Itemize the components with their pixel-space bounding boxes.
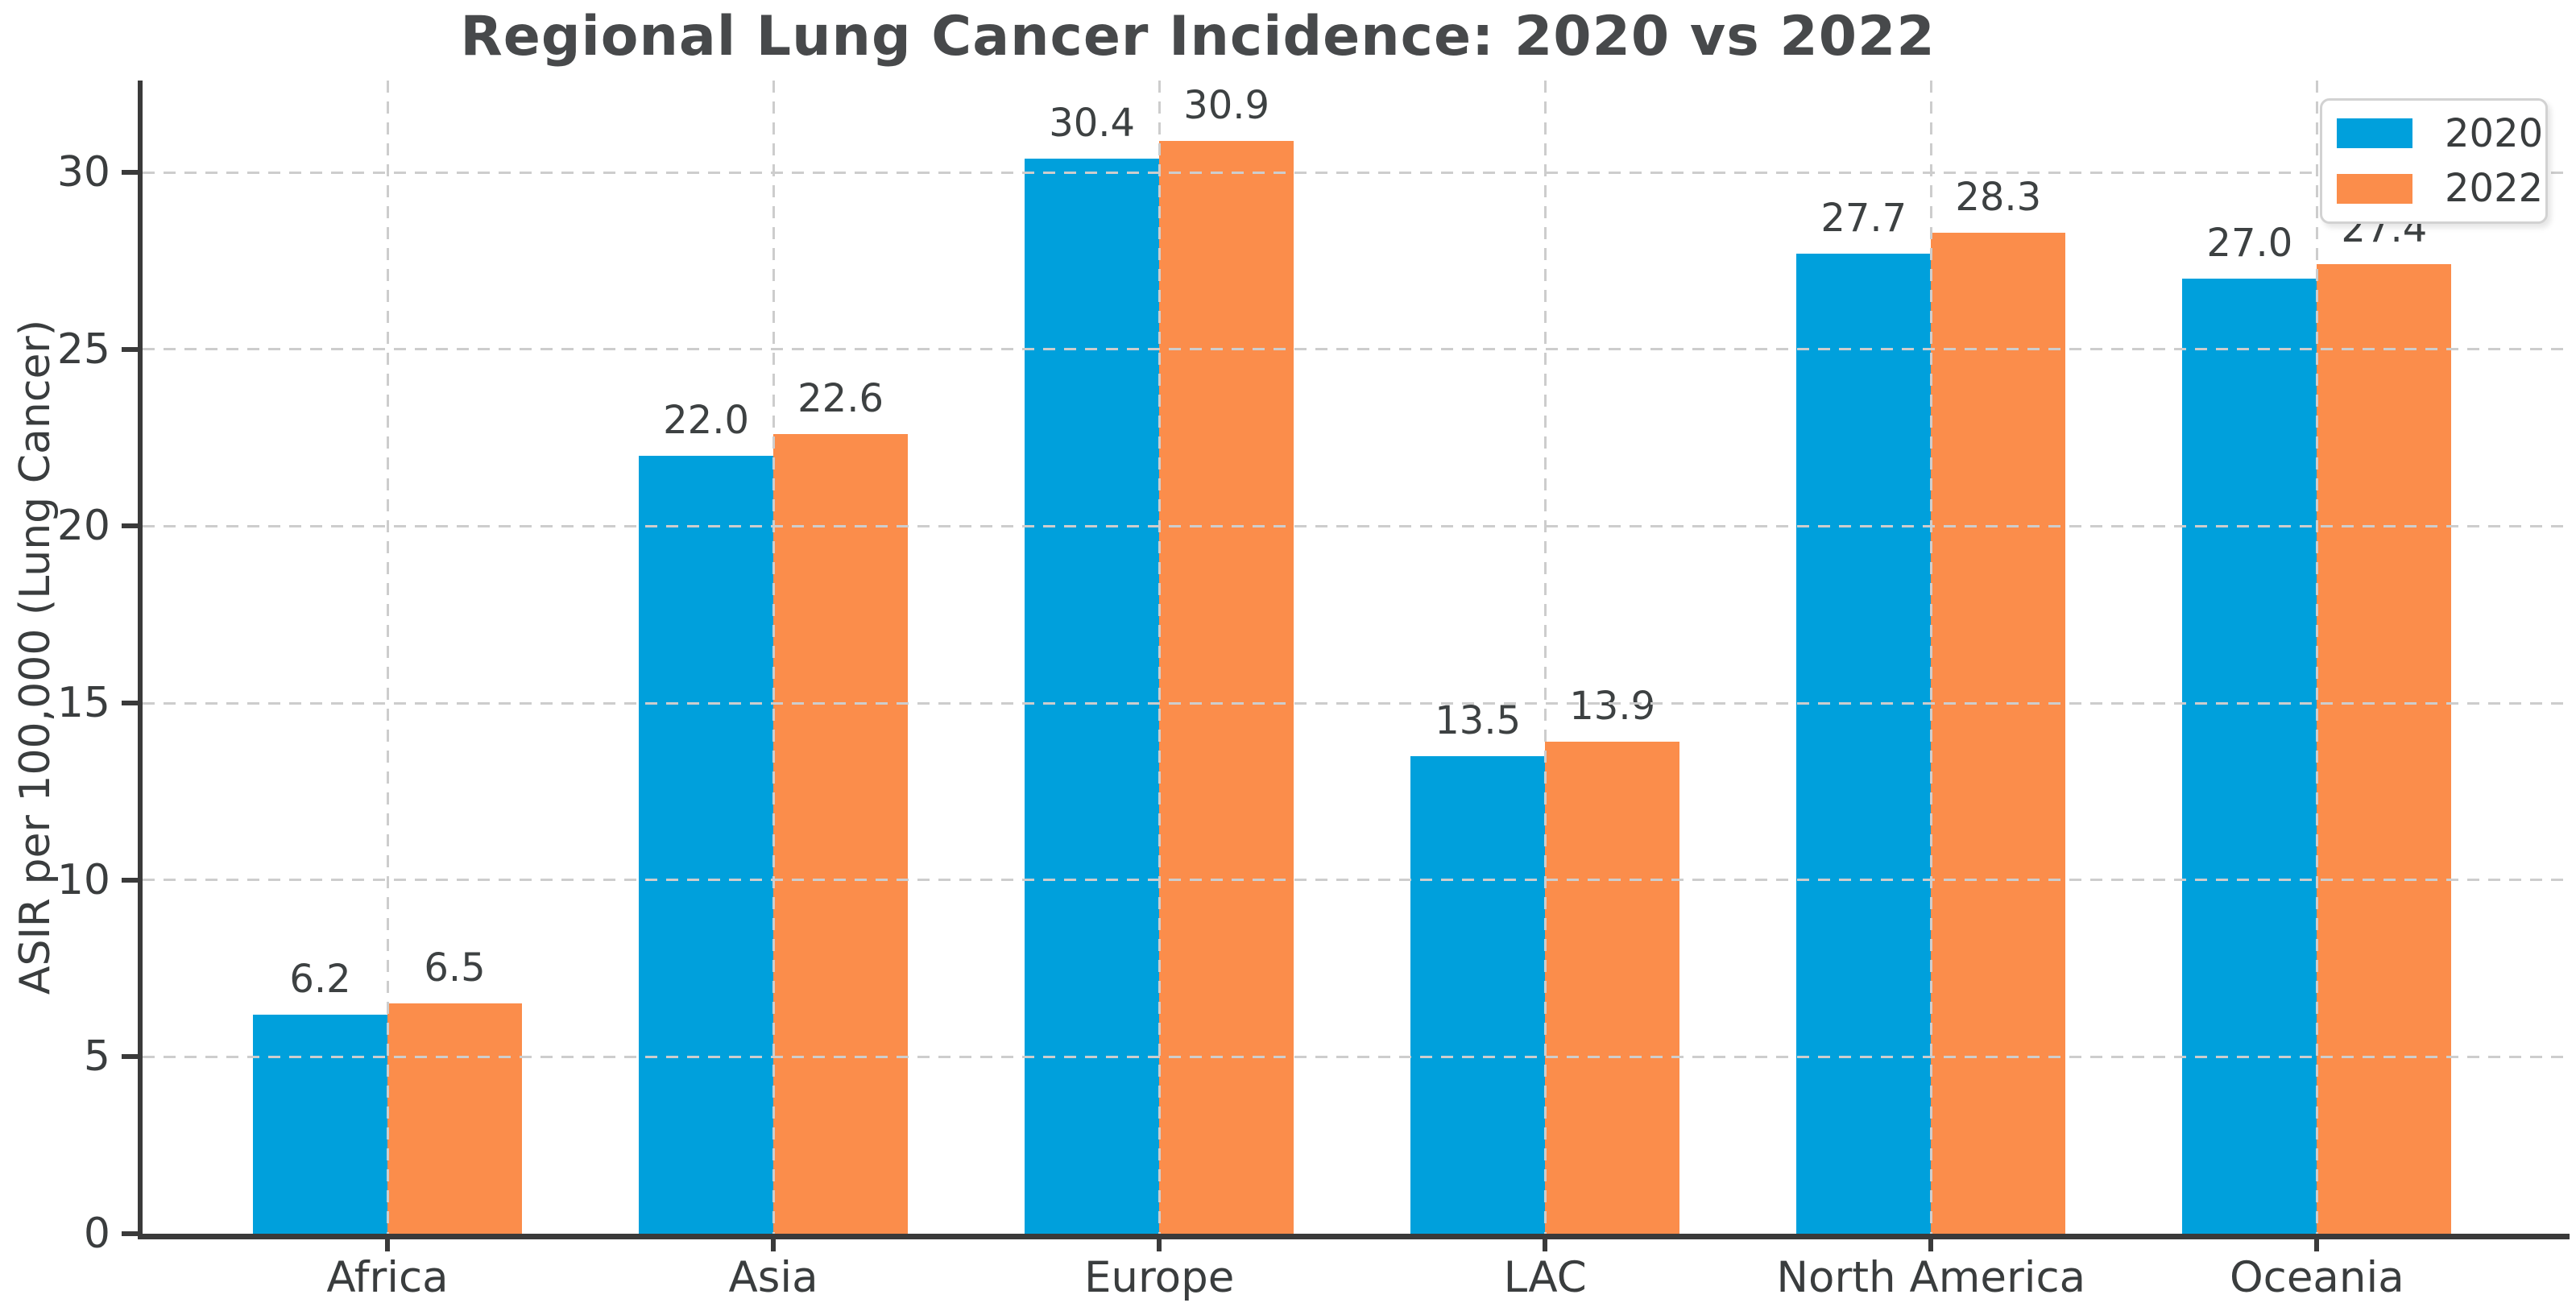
bar-2020-north-america	[1796, 254, 1932, 1234]
y-tick	[122, 701, 138, 706]
bar-value-label: 6.5	[424, 945, 486, 991]
legend-entry-2020: 2020	[2322, 111, 2545, 156]
y-tick-label: 30	[56, 148, 110, 197]
bar-value-label: 30.9	[1183, 82, 1270, 128]
bar-2022-asia	[773, 434, 909, 1234]
x-tick	[2314, 1239, 2320, 1251]
bar-value-label: 6.2	[289, 956, 351, 1002]
legend-entry-2022: 2022	[2322, 166, 2545, 211]
y-tick-label: 25	[56, 325, 110, 374]
bar-2020-oceania	[2182, 278, 2317, 1234]
bar-value-label: 30.4	[1049, 100, 1136, 146]
bar-value-label: 27.0	[2206, 221, 2293, 266]
y-tick	[122, 523, 138, 529]
bar-value-label: 13.9	[1569, 684, 1656, 730]
plot-area: 6.2 6.5 Africa 22.0 22.6 Asia 30.4 30.9 Europe 13…	[57, 81, 2570, 1302]
bar-value-label: 28.3	[1955, 174, 2042, 220]
legend-swatch-2020	[2337, 118, 2412, 149]
legend-swatch-2022	[2337, 173, 2412, 204]
bar-2022-africa	[387, 1003, 522, 1234]
bar-value-label: 27.7	[1820, 196, 1907, 242]
x-category-label: LAC	[1503, 1253, 1587, 1302]
legend: 2020 2022	[2320, 98, 2548, 224]
y-tick-label: 15	[56, 679, 110, 728]
gridline-horizontal	[143, 171, 2570, 174]
y-tick-label: 20	[56, 502, 110, 551]
legend-label-2022: 2022	[2445, 166, 2544, 212]
x-category-label: Europe	[1083, 1253, 1235, 1302]
bar-2020-europe	[1025, 158, 1160, 1234]
y-tick	[122, 1054, 138, 1060]
y-tick-label: 5	[83, 1032, 110, 1082]
bar-2022-europe	[1159, 140, 1294, 1234]
x-category-label: Oceania	[2229, 1253, 2404, 1302]
x-axis-spine	[138, 1234, 2570, 1239]
y-tick	[122, 346, 138, 352]
x-tick	[385, 1239, 390, 1251]
x-category-label: Africa	[326, 1253, 449, 1302]
bar-2020-asia	[639, 455, 774, 1234]
y-tick	[122, 1231, 138, 1236]
bar-value-label: 22.6	[797, 376, 884, 422]
y-axis-spine	[138, 81, 143, 1239]
x-category-label: North America	[1776, 1253, 2086, 1302]
x-tick	[1543, 1239, 1548, 1251]
bar-value-label: 13.5	[1435, 698, 1522, 743]
bar-2022-lac	[1545, 742, 1680, 1234]
bar-2020-lac	[1410, 755, 1546, 1234]
bar-value-label: 22.0	[663, 397, 750, 443]
x-tick	[1928, 1239, 1934, 1251]
x-tick	[771, 1239, 777, 1251]
bar-2022-north-america	[1931, 232, 2066, 1234]
bar-2022-oceania	[2317, 264, 2452, 1234]
y-tick-label: 0	[83, 1210, 110, 1258]
y-tick-label: 10	[56, 855, 110, 904]
bar-2020-africa	[253, 1014, 387, 1234]
legend-label-2020: 2020	[2445, 110, 2544, 156]
x-tick	[1157, 1239, 1162, 1251]
y-tick	[122, 170, 138, 176]
chart-title: Regional Lung Cancer Incidence: 2020 vs …	[460, 5, 1936, 68]
y-tick	[122, 877, 138, 883]
x-category-label: Asia	[728, 1253, 818, 1302]
